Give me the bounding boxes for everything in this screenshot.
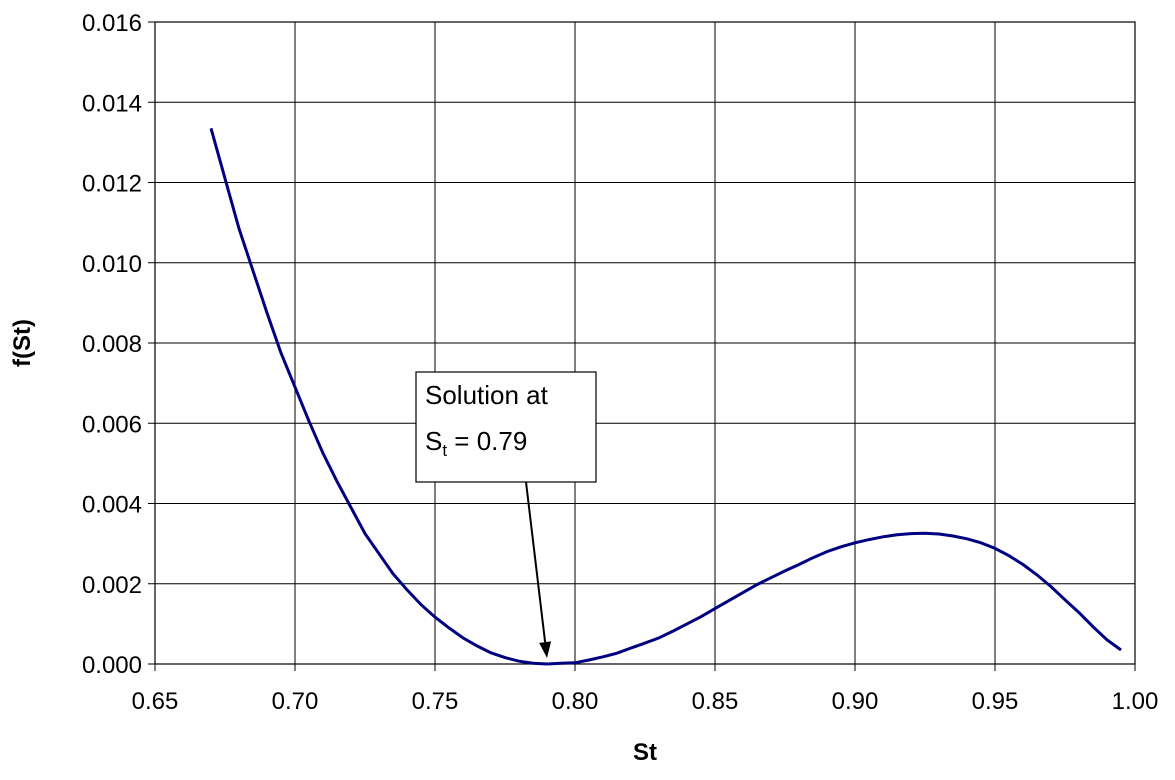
x-tick-label: 0.75 <box>412 688 459 715</box>
annotation-value: = 0.79 <box>447 426 527 456</box>
annotation-text-line1: Solution at <box>425 380 549 410</box>
annotation-symbol: S <box>425 426 442 456</box>
x-tick-label: 0.70 <box>272 688 319 715</box>
annotation-arrowhead <box>539 641 552 658</box>
x-tick-label: 0.95 <box>972 688 1019 715</box>
y-tick-label: 0.016 <box>82 10 142 37</box>
y-tick-label: 0.006 <box>82 411 142 438</box>
x-tick-label: 0.85 <box>692 688 739 715</box>
annotation-box <box>415 371 597 483</box>
x-tick-label: 0.90 <box>832 688 879 715</box>
x-tick-label: 0.65 <box>132 688 179 715</box>
y-tick-label: 0.002 <box>82 572 142 599</box>
grid-lines <box>155 22 1135 664</box>
x-axis-title: St <box>633 739 657 766</box>
axis-ticks: 0.65 0.70 0.75 0.80 0.85 0.90 0.95 1.00 0.000 0.0… <box>82 10 1158 715</box>
y-tick-label: 0.010 <box>82 251 142 278</box>
series-line <box>209 127 1122 666</box>
y-tick-label: 0.004 <box>82 492 142 519</box>
y-tick-label: 0.000 <box>82 652 142 679</box>
annotation-callout: Solution at St = 0.79 <box>415 371 597 658</box>
x-tick-label: 0.80 <box>552 688 599 715</box>
y-tick-label: 0.012 <box>82 171 142 198</box>
annotation-subscript: t <box>442 441 447 460</box>
y-tick-label: 0.014 <box>82 90 142 117</box>
annotation-text-line2: St = 0.79 <box>425 426 527 460</box>
y-tick-label: 0.008 <box>82 331 142 358</box>
y-axis-title: f(St) <box>9 319 36 367</box>
annotation-arrow <box>525 481 547 643</box>
x-tick-label: 1.00 <box>1112 688 1159 715</box>
